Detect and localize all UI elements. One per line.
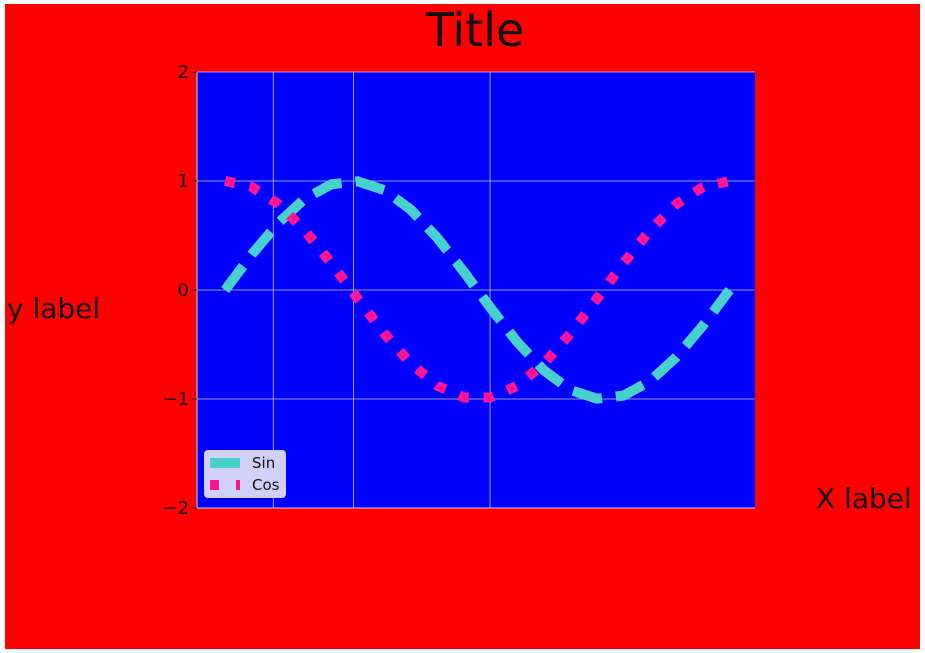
series-layer: [221, 176, 734, 404]
y-tick-label: 2: [178, 62, 189, 83]
chart-title: Title: [425, 4, 525, 57]
legend-label-cos: Cos: [252, 476, 280, 494]
y-tick-label: −2: [162, 498, 189, 519]
y-axis-label: y label: [7, 292, 100, 325]
series-line-cos: [224, 176, 731, 403]
line-chart: 2 1 0 −1 −2 Title X label y label Sin Cos: [5, 4, 920, 649]
legend-label-sin: Sin: [252, 454, 275, 472]
y-tick-label: 1: [178, 171, 189, 192]
legend: Sin Cos: [204, 450, 286, 498]
y-axis-ticks: 2 1 0 −1 −2: [162, 62, 197, 519]
x-axis-label: X label: [816, 482, 912, 515]
y-tick-label: −1: [162, 389, 189, 410]
chart-figure: 2 1 0 −1 −2 Title X label y label Sin Cos: [5, 4, 920, 649]
y-tick-label: 0: [178, 280, 189, 301]
